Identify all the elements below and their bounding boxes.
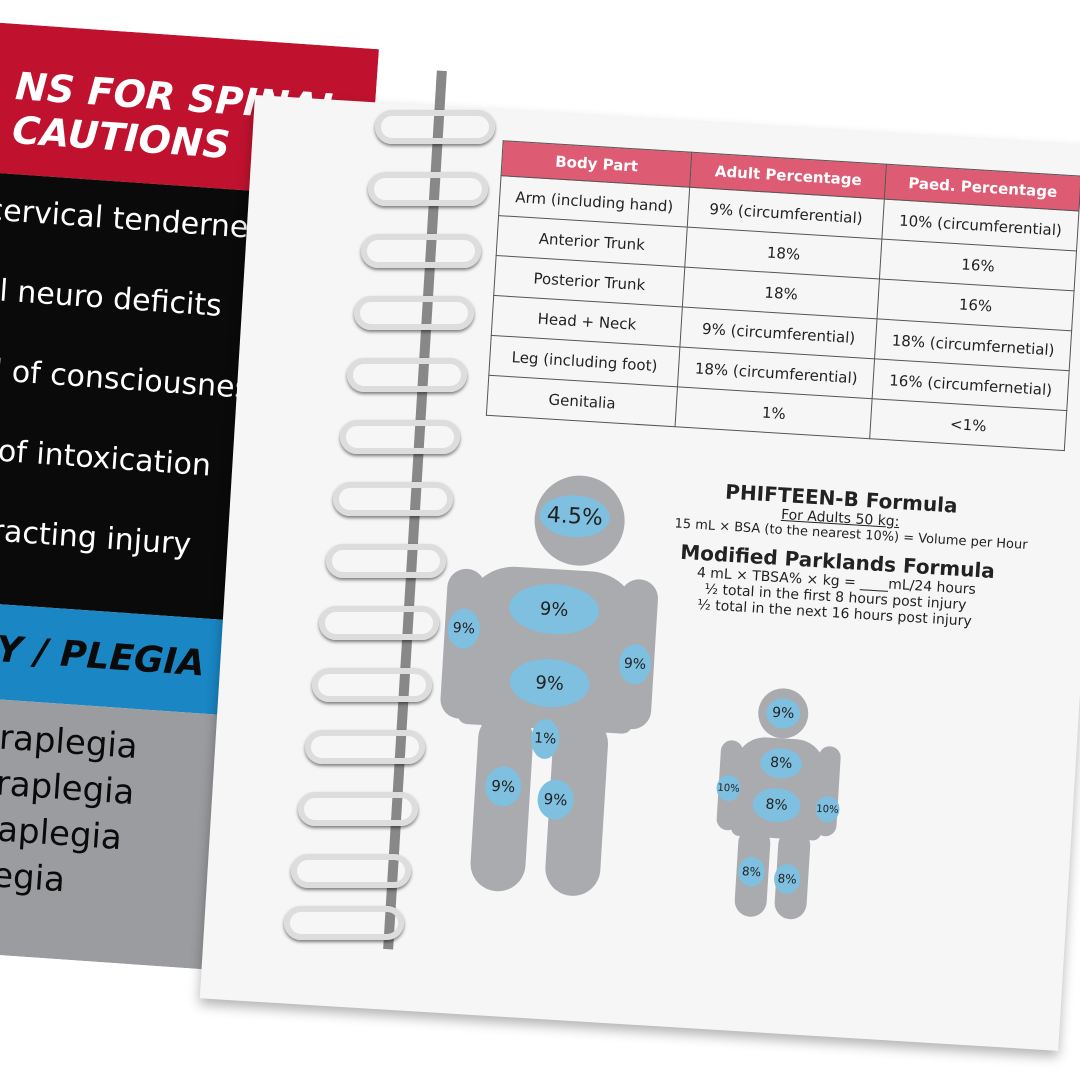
binding-ring [354, 296, 474, 330]
formulas: PHIFTEEN-B Formula For Adults 50 kg: 15 … [669, 477, 1028, 632]
binding-ring [312, 668, 432, 702]
binding-ring [326, 544, 446, 578]
burn-percentage-table: Body Part Adult Percentage Paed. Percentag… [486, 140, 1080, 451]
binding-ring [347, 358, 467, 392]
binding-ring [340, 420, 460, 454]
binding-ring [291, 854, 411, 888]
binding-ring [284, 906, 404, 940]
binding-ring [361, 234, 481, 268]
binding-ring [333, 482, 453, 516]
binding-ring [368, 172, 488, 206]
binding-ring [305, 730, 425, 764]
binding-ring [319, 606, 439, 640]
binding-ring [298, 792, 418, 826]
binding-ring [375, 110, 495, 144]
